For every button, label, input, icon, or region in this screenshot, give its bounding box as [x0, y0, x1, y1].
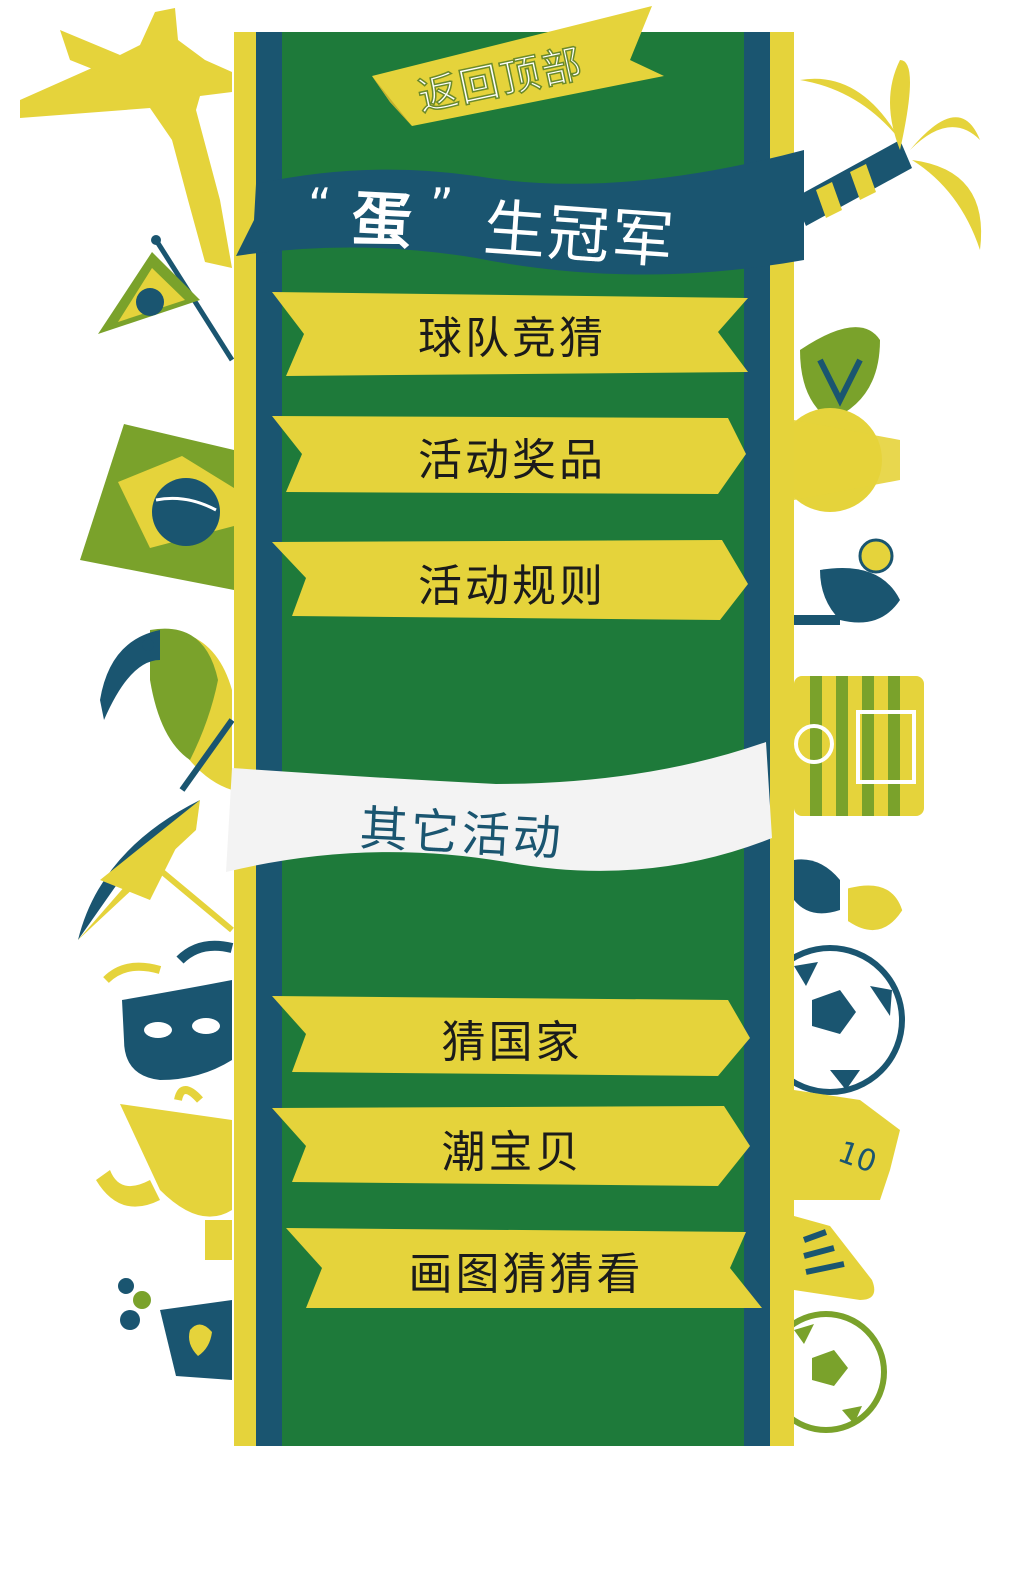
menu-item-label: 猜国家 [441, 1017, 583, 1068]
cleat-icon [794, 1216, 875, 1300]
flip-flop-icon [800, 327, 880, 420]
title-quote-open: “ [308, 178, 332, 232]
jersey-icon: 10 [794, 1090, 900, 1200]
svg-text:10: 10 [833, 1135, 881, 1181]
menu-item-label: 画图猜猜看 [408, 1249, 644, 1300]
title-banner: “ 蛋 ” 生冠军 [236, 150, 808, 280]
carnival-mask-icon [103, 940, 234, 1080]
title-banner-shape [236, 150, 804, 275]
ribbon-shape [272, 292, 748, 376]
menu-item-label: 潮宝贝 [441, 1127, 583, 1178]
other-activities-heading: 其它活动 [358, 800, 566, 868]
menu-item-label: 活动奖品 [418, 435, 606, 486]
menu-item-label: 球队竞猜 [418, 313, 606, 364]
trophy-icon [96, 1086, 232, 1260]
menu-item-label: 活动规则 [418, 561, 606, 612]
title-quote-close: ” [430, 178, 454, 232]
menu-item-prizes[interactable]: 活动奖品 [272, 414, 752, 498]
ribbon-shape [272, 416, 746, 494]
coffee-cup-icon [118, 1278, 232, 1380]
toucan-icon [100, 628, 235, 792]
back-to-top-button[interactable]: 返回顶部 [372, 6, 664, 126]
title-emphasis: 蛋 [349, 184, 414, 258]
menu-item-trendy-treasures[interactable]: 潮宝贝 [272, 1106, 752, 1190]
statue-icon [20, 8, 232, 268]
beach-umbrella-icon [78, 800, 234, 940]
other-activities-banner: 其它活动 [226, 738, 772, 898]
brazil-flag-icon [80, 424, 234, 590]
ribbon-shape [272, 1106, 750, 1186]
menu-item-draw-and-guess[interactable]: 画图猜猜看 [286, 1228, 766, 1312]
menu-item-team-guess[interactable]: 球队竞猜 [272, 292, 752, 376]
menu-item-rules[interactable]: 活动规则 [272, 540, 752, 624]
football-pitch-icon [794, 676, 924, 816]
drink-icon [794, 538, 900, 625]
ribbon-shape [286, 1228, 762, 1308]
ribbon-shape [272, 996, 750, 1076]
page-title: 生冠军 [481, 191, 678, 278]
palm-tree-icon [794, 60, 982, 250]
sunglasses-icon [794, 859, 903, 930]
sun-icon [778, 408, 900, 512]
pennant-flag-icon [98, 235, 235, 362]
ribbon-shape [272, 540, 748, 620]
menu-item-guess-country[interactable]: 猜国家 [272, 996, 752, 1080]
other-banner-shape [226, 742, 772, 872]
back-to-top-ribbon [372, 6, 664, 126]
